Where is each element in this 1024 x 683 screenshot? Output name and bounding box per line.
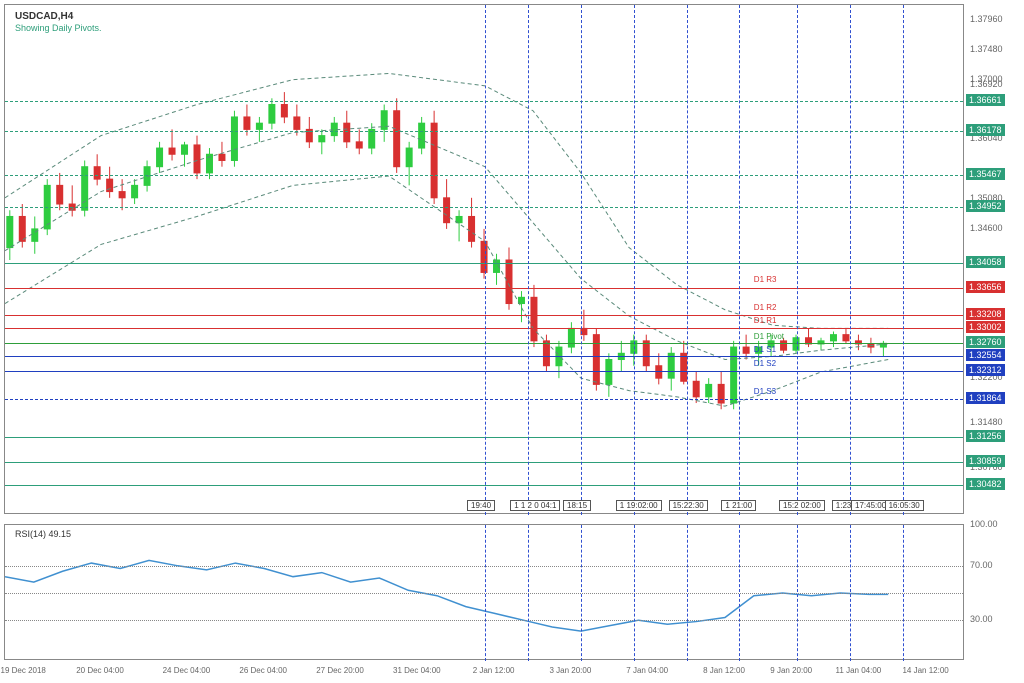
price-box: 1.31864: [966, 392, 1005, 404]
rsi-y-tick: 30.00: [970, 614, 993, 624]
price-box: 1.32760: [966, 336, 1005, 348]
pivot-label: D1 R3: [754, 275, 777, 284]
vline: [634, 5, 635, 515]
price-box: 1.31256: [966, 430, 1005, 442]
hline: [5, 343, 963, 344]
time-box: 1 19:02:00: [616, 500, 662, 511]
x-tick-label: 11 Jan 04:00: [836, 666, 882, 675]
vline: [850, 5, 851, 515]
y-tick-label: 1.37480: [970, 44, 1003, 54]
x-tick-label: 27 Dec 20:00: [316, 666, 364, 675]
x-tick-label: 3 Jan 20:00: [549, 666, 591, 675]
hline: [5, 399, 963, 400]
price-box: 1.33656: [966, 281, 1005, 293]
vline: [581, 5, 582, 515]
price-box: 1.34952: [966, 200, 1005, 212]
rsi-y-tick: 100.00: [970, 519, 998, 529]
rsi-chart[interactable]: RSI(14) 49.15: [4, 524, 964, 660]
x-tick-label: 8 Jan 12:00: [703, 666, 745, 675]
price-box: 1.35467: [966, 168, 1005, 180]
x-tick-label: 7 Jan 04:00: [626, 666, 668, 675]
hline: [5, 437, 963, 438]
pivot-label: D1 Pivot: [754, 332, 784, 341]
rsi-level: [5, 566, 963, 567]
x-tick-label: 26 Dec 04:00: [239, 666, 287, 675]
price-box: 1.30859: [966, 455, 1005, 467]
vline: [797, 525, 798, 661]
x-axis: 19 Dec 2018 20 Dec 04:00 24 Dec 04:00 26 De…: [4, 661, 964, 679]
x-tick-label: 31 Dec 04:00: [393, 666, 441, 675]
vline: [528, 5, 529, 515]
x-tick-label: 2 Jan 12:00: [473, 666, 515, 675]
price-box: 1.33208: [966, 308, 1005, 320]
hline: [5, 101, 963, 102]
rsi-y-tick: 70.00: [970, 560, 993, 570]
hline: [5, 315, 963, 316]
hline: [5, 356, 963, 357]
time-box: 1 21:00: [721, 500, 756, 511]
y-tick-label: 1.37000: [970, 74, 1003, 84]
pivot-label: D1 S2: [754, 359, 776, 368]
vline: [739, 5, 740, 515]
x-tick-label: 24 Dec 04:00: [163, 666, 211, 675]
rsi-level: [5, 620, 963, 621]
hline: [5, 328, 963, 329]
x-tick-label: 14 Jan 12:00: [902, 666, 948, 675]
chart-container: USDCAD,H4 Showing Daily Pivots. D1 R3D1 …: [0, 0, 1024, 683]
hline: [5, 288, 963, 289]
pivot-label: D1 R2: [754, 303, 777, 312]
vline: [903, 525, 904, 661]
vline: [903, 5, 904, 515]
vline: [850, 525, 851, 661]
time-box: 15:2 02:00: [779, 500, 825, 511]
price-box: 1.36661: [966, 94, 1005, 106]
hline: [5, 263, 963, 264]
price-box: 1.36178: [966, 124, 1005, 136]
time-box: 1 1 2 0 04:1: [510, 500, 560, 511]
time-box: 19:40: [467, 500, 495, 511]
time-box: 15:22:30: [669, 500, 708, 511]
x-tick-label: 19 Dec 2018: [1, 666, 46, 675]
vline: [485, 525, 486, 661]
price-box: 1.30482: [966, 478, 1005, 490]
price-box: 1.32554: [966, 349, 1005, 361]
rsi-level: [5, 593, 963, 594]
y-tick-label: 1.37960: [970, 14, 1003, 24]
x-tick-label: 20 Dec 04:00: [76, 666, 124, 675]
pivot-label: D1 S1: [754, 345, 776, 354]
hline: [5, 175, 963, 176]
hline: [5, 207, 963, 208]
pivot-label: D1 R1: [754, 316, 777, 325]
x-tick-label: 9 Jan 20:00: [770, 666, 812, 675]
price-box: 1.33002: [966, 321, 1005, 333]
price-chart[interactable]: USDCAD,H4 Showing Daily Pivots. D1 R3D1 …: [4, 4, 964, 514]
time-box: 18:15: [563, 500, 591, 511]
y-tick-label: 1.34600: [970, 223, 1003, 233]
vline: [528, 525, 529, 661]
vline: [797, 5, 798, 515]
price-box: 1.34058: [966, 256, 1005, 268]
vline: [739, 525, 740, 661]
vline: [687, 5, 688, 515]
vline: [581, 525, 582, 661]
time-box: 16:05:30: [885, 500, 924, 511]
hline: [5, 371, 963, 372]
hline: [5, 485, 963, 486]
y-tick-label: 1.31480: [970, 417, 1003, 427]
price-box: 1.32312: [966, 364, 1005, 376]
vline: [687, 525, 688, 661]
hline: [5, 462, 963, 463]
rsi-y-axis: 30.0070.00100.00: [966, 524, 1024, 660]
hline: [5, 131, 963, 132]
vline: [634, 525, 635, 661]
price-y-axis: 1.307601.314801.322001.346001.350801.360…: [966, 4, 1024, 514]
pivot-label: D1 S3: [754, 387, 776, 396]
vline: [485, 5, 486, 515]
